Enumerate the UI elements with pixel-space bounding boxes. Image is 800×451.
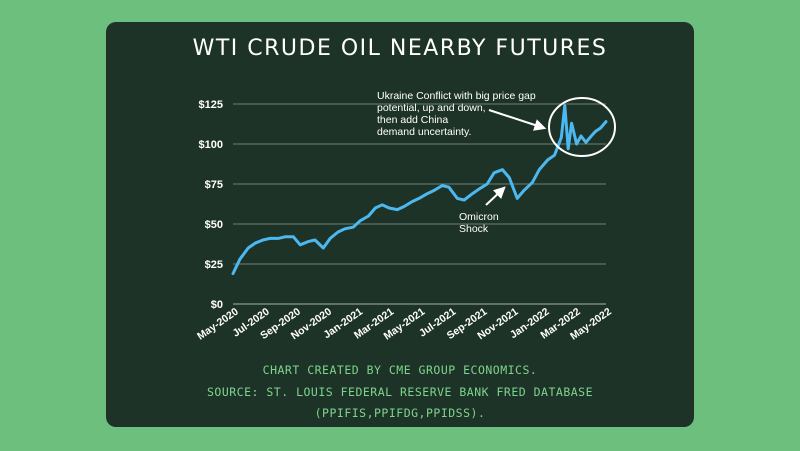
annotation-omicron-text: Shock <box>459 223 489 235</box>
annotation-arrow-omicron <box>485 186 506 206</box>
footer-series-ids: (PPIFIS,PPIFDG,PPIDSS). <box>314 406 486 420</box>
annotation-omicron-text: Omicron <box>459 211 499 223</box>
y-tick-label: $125 <box>199 99 223 111</box>
y-tick-label: $0 <box>211 299 223 311</box>
highlight-circle <box>548 97 616 157</box>
annotation-ukraine-text: then add China <box>377 114 448 126</box>
chart-card: WTI CRUDE OIL NEARBY FUTURES $0 $25 $50 $75… <box>106 22 694 427</box>
y-tick-label: $100 <box>199 139 223 151</box>
chart-plot: $0$25$50$75$100$125May-2020Jul-2020Sep-2… <box>195 90 616 343</box>
series-line-wti <box>231 104 608 276</box>
annotation-arrow-ukraine <box>488 109 547 131</box>
x-tick-label: May-2020 <box>195 306 241 343</box>
y-tick-label: $75 <box>205 179 223 191</box>
annotation-ukraine-text: potential, up and down, <box>377 102 486 114</box>
annotation-ukraine-text: Ukraine Conflict with big price gap <box>377 90 536 102</box>
chart-title: WTI CRUDE OIL NEARBY FUTURES <box>192 36 608 61</box>
y-tick-label: $25 <box>205 259 223 271</box>
footer-source: SOURCE: ST. LOUIS FEDERAL RESERVE BANK F… <box>206 385 594 399</box>
annotation-ukraine-text: demand uncertainty. <box>377 126 471 138</box>
y-tick-label: $50 <box>205 219 223 231</box>
footer-credit: CHART CREATED BY CME GROUP ECONOMICS. <box>262 363 538 377</box>
